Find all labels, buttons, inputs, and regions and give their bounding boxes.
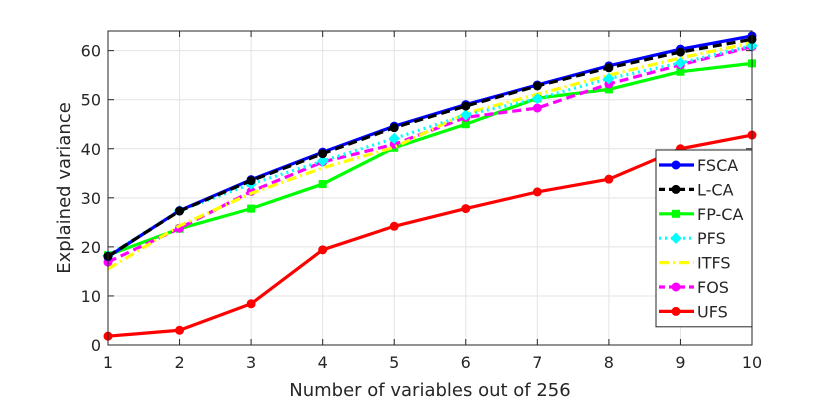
- series-itfs: [107, 41, 753, 271]
- series-line-ufs: [107, 133, 753, 338]
- legend-entry-pfs: PFS: [659, 229, 726, 248]
- data-point-l-ca: [461, 101, 471, 111]
- legend: FSCA L-CA FP-CA PFS ITFS FOS UFS: [655, 149, 753, 328]
- legend-entry-fos: FOS: [659, 278, 729, 297]
- series-l-ca: [103, 34, 757, 261]
- series-line-fsca: [107, 34, 753, 259]
- series-line-l-ca: [107, 37, 753, 258]
- series-line-pfs: [107, 44, 753, 258]
- x-tick-label: 8: [604, 353, 614, 372]
- data-point-pfs: [316, 155, 329, 167]
- data-point-ufs: [532, 187, 542, 197]
- data-point-ufs: [175, 325, 185, 335]
- legend-marker: [671, 282, 681, 292]
- data-point-pfs: [388, 132, 400, 145]
- legend-label: ITFS: [697, 254, 731, 273]
- x-axis-label: Number of variables out of 256: [289, 380, 570, 401]
- legend-entry-l-ca: L-CA: [659, 180, 734, 199]
- y-tick-label: 30: [81, 189, 101, 208]
- y-tick-label: 10: [81, 287, 101, 306]
- series-line-itfs: [107, 41, 753, 271]
- x-tick-label: 5: [389, 353, 399, 372]
- legend-marker: [671, 160, 681, 170]
- data-point-fos: [532, 103, 542, 113]
- x-tick-label: 2: [174, 353, 184, 372]
- data-point-l-ca: [246, 176, 256, 186]
- legend-marker: [672, 209, 680, 218]
- data-point-l-ca: [318, 149, 328, 159]
- data-point-pfs: [460, 109, 472, 121]
- data-point-fp-ca: [318, 180, 327, 189]
- data-point-pfs: [531, 92, 544, 105]
- data-point-fp-ca: [247, 204, 256, 213]
- legend-marker: [670, 232, 682, 244]
- axis-ticks: 1 2 3 4 5 6 7 8 9 10 0 10 20 30 40 50 60: [81, 31, 762, 372]
- y-tick-label: 50: [81, 91, 101, 110]
- x-tick-label: 10: [742, 353, 762, 372]
- data-point-l-ca: [175, 206, 185, 216]
- y-tick-label: 60: [81, 42, 101, 61]
- x-tick-label: 4: [318, 353, 328, 372]
- data-point-pfs: [603, 72, 615, 85]
- x-tick-label: 7: [532, 353, 542, 372]
- legend-label: UFS: [697, 302, 728, 321]
- legend-entry-itfs: ITFS: [659, 254, 731, 273]
- x-tick-label: 6: [461, 353, 471, 372]
- legend-label: PFS: [697, 229, 726, 248]
- data-point-l-ca: [675, 47, 685, 57]
- y-tick-label: 0: [91, 336, 101, 355]
- legend-label: L-CA: [697, 180, 734, 199]
- legend-marker: [671, 184, 681, 194]
- data-point-ufs: [389, 221, 399, 231]
- legend-marker: [671, 306, 681, 316]
- legend-entry-ufs: UFS: [659, 302, 728, 321]
- data-point-ufs: [318, 245, 328, 255]
- data-point-l-ca: [532, 81, 542, 91]
- y-tick-label: 40: [81, 140, 101, 159]
- data-point-ufs: [461, 204, 471, 214]
- data-point-l-ca: [389, 123, 399, 133]
- series-ufs: [103, 130, 757, 341]
- data-point-ufs: [246, 299, 256, 309]
- data-point-l-ca: [604, 63, 614, 73]
- legend-entry-fp-ca: FP-CA: [659, 205, 743, 224]
- series-line-fp-ca: [107, 61, 753, 257]
- data-point-ufs: [604, 174, 614, 184]
- legend-entry-fsca: FSCA: [659, 156, 738, 175]
- y-tick-label: 20: [81, 238, 101, 257]
- x-tick-label: 1: [103, 353, 113, 372]
- legend-label: FOS: [697, 278, 729, 297]
- y-axis-label: Explained variance: [54, 102, 75, 274]
- x-tick-label: 9: [675, 353, 685, 372]
- data-point-pfs: [674, 57, 687, 69]
- legend-label: FSCA: [697, 156, 738, 175]
- legend-label: FP-CA: [697, 205, 743, 224]
- x-tick-label: 3: [246, 353, 256, 372]
